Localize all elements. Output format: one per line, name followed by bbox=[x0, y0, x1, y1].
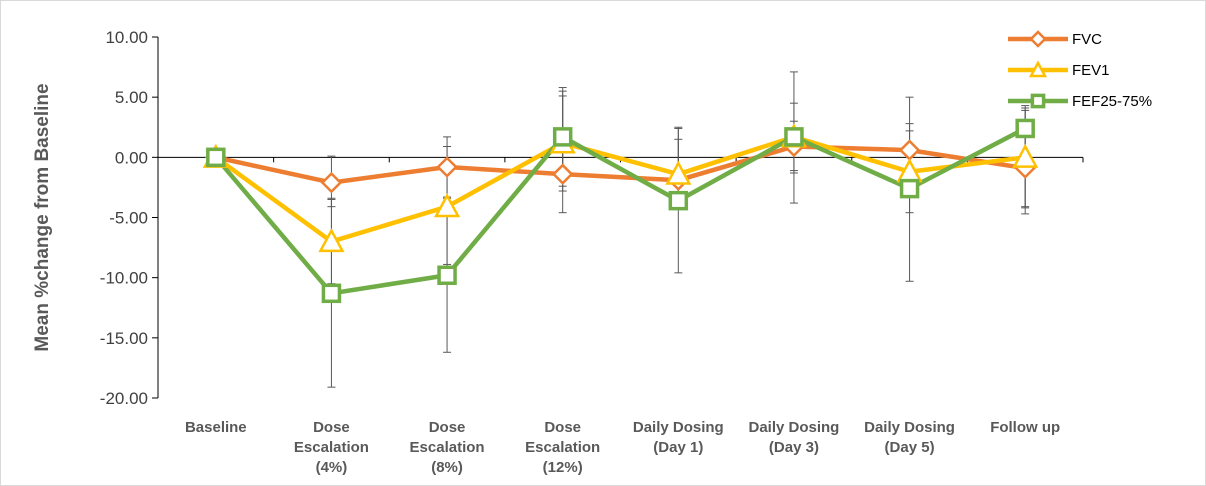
data-point-fev1 bbox=[318, 227, 345, 253]
legend-marker-fvc bbox=[1029, 30, 1047, 48]
x-category-label: Baseline bbox=[185, 419, 247, 436]
legend-label-fef25-75-: FEF25-75% bbox=[1072, 93, 1152, 110]
x-category-label: Daily Dosing bbox=[633, 419, 724, 436]
x-category-label: (Day 1) bbox=[653, 439, 703, 456]
y-tick-label: -5.00 bbox=[109, 209, 148, 228]
data-point-fev1 bbox=[433, 193, 461, 218]
x-category-label: (Day 5) bbox=[885, 439, 935, 456]
data-point-fev1 bbox=[1012, 143, 1039, 168]
data-point-fef25-75- bbox=[552, 127, 573, 147]
x-category-label: (12%) bbox=[543, 459, 583, 476]
data-point-fvc bbox=[898, 139, 921, 161]
y-tick-label: -15.00 bbox=[100, 329, 148, 348]
data-point-fef25-75- bbox=[1015, 118, 1035, 139]
y-tick-label: -10.00 bbox=[100, 269, 148, 288]
series-line-fvc bbox=[215, 144, 1026, 185]
data-point-fef25-75- bbox=[206, 147, 226, 168]
x-category-label: Escalation bbox=[294, 439, 369, 456]
series-line-fef25-75- bbox=[214, 126, 1027, 296]
x-category-label: Dose bbox=[544, 419, 581, 436]
data-point-fef25-75- bbox=[899, 178, 920, 199]
x-category-label: (8%) bbox=[431, 459, 463, 476]
y-axis-title: Mean %change from Baseline bbox=[32, 83, 53, 351]
legend-label-fvc: FVC bbox=[1072, 31, 1102, 48]
y-tick-label: 5.00 bbox=[115, 88, 148, 107]
x-category-label: Escalation bbox=[410, 439, 485, 456]
data-point-fef25-75- bbox=[668, 190, 689, 211]
x-category-label: (4%) bbox=[316, 459, 348, 476]
legend-marker-fef25-75- bbox=[1030, 93, 1046, 109]
data-point-fef25-75- bbox=[437, 265, 457, 286]
data-point-fef25-75- bbox=[784, 127, 804, 147]
x-category-label: Daily Dosing bbox=[864, 419, 955, 436]
data-point-fev1 bbox=[665, 160, 692, 185]
x-category-label: Dose bbox=[313, 419, 350, 436]
legend-marker-fev1 bbox=[1028, 60, 1048, 78]
x-category-label: (Day 3) bbox=[769, 439, 819, 456]
series-line-fev1 bbox=[214, 134, 1026, 244]
x-category-label: Follow up bbox=[990, 419, 1060, 436]
legend-label-fev1: FEV1 bbox=[1072, 62, 1110, 79]
y-tick-label: 0.00 bbox=[115, 148, 148, 167]
data-point-fef25-75- bbox=[321, 283, 342, 304]
y-tick-label: -20.00 bbox=[100, 389, 148, 408]
x-category-label: Escalation bbox=[525, 439, 600, 456]
x-category-label: Daily Dosing bbox=[749, 419, 840, 436]
data-point-fvc bbox=[320, 171, 343, 194]
y-tick-label: 10.00 bbox=[105, 28, 148, 47]
x-category-label: Dose bbox=[429, 419, 466, 436]
data-point-fvc bbox=[551, 163, 574, 185]
data-point-fvc bbox=[436, 156, 458, 178]
